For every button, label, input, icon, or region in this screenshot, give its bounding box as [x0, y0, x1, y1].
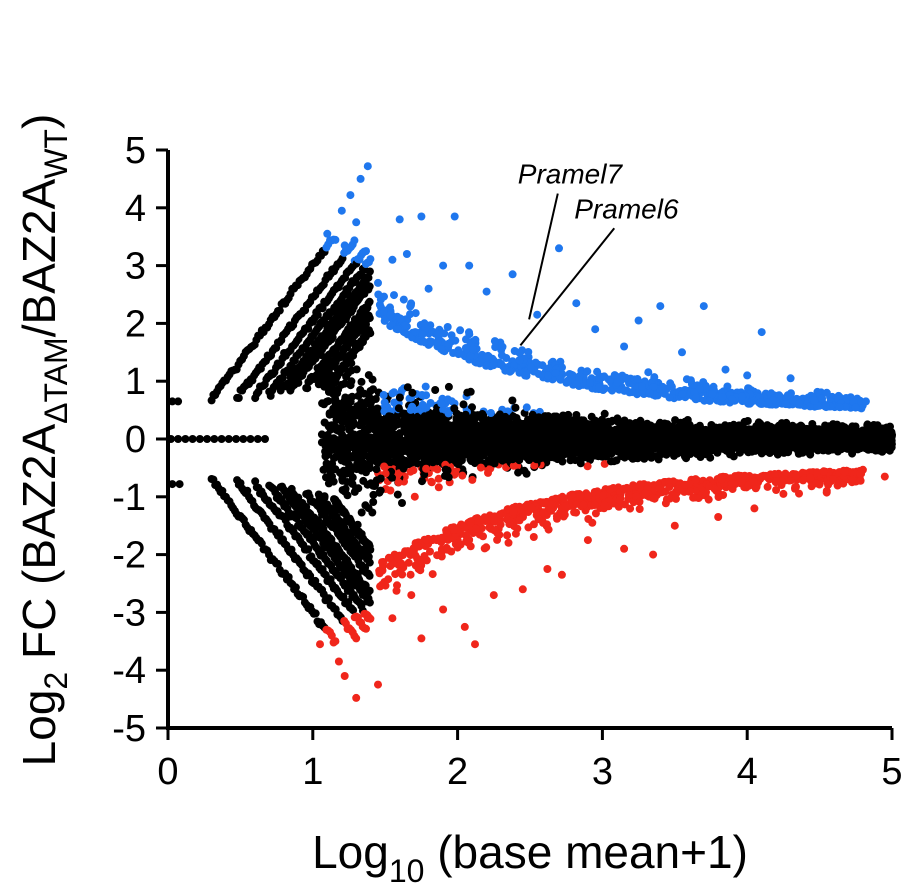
scatter-point — [217, 435, 226, 443]
scatter-point — [365, 598, 374, 607]
scatter-point — [364, 273, 373, 282]
data-points — [166, 162, 896, 702]
scatter-point — [168, 480, 177, 489]
scatter-point — [349, 606, 358, 615]
scatter-point — [366, 255, 375, 264]
scatter-point — [246, 435, 255, 443]
scatter-point — [324, 594, 333, 603]
scatter-point — [366, 329, 375, 338]
scatter-point — [168, 397, 177, 406]
scatter-point — [459, 400, 468, 409]
scatter-point — [600, 459, 609, 468]
scatter-point — [261, 435, 269, 443]
scatter-point — [357, 508, 366, 517]
scatter-point — [188, 435, 197, 443]
scatter-point — [338, 486, 347, 495]
scatter-point — [346, 453, 355, 462]
scatter-point — [291, 583, 300, 592]
scatter-point — [317, 351, 326, 360]
scatter-point — [304, 545, 313, 554]
scatter-point — [365, 267, 374, 276]
scatter-point — [239, 435, 248, 443]
scatter-point — [251, 477, 260, 486]
scatter-point — [203, 435, 212, 443]
scatter-point — [366, 545, 375, 554]
scatter-point — [303, 384, 312, 393]
scatter-point — [508, 396, 517, 405]
scatter-point — [339, 592, 348, 601]
scatter-point — [181, 435, 190, 443]
scatter-point — [174, 435, 183, 443]
scatter-point — [444, 473, 453, 482]
scatter-point — [352, 465, 361, 474]
scatter-point — [398, 499, 406, 507]
scatter-point — [365, 558, 374, 567]
scatter-point — [320, 382, 329, 391]
scatter-point — [450, 404, 459, 413]
scatter-point — [348, 392, 357, 401]
scatter-point — [434, 483, 443, 492]
scatter-point — [313, 311, 322, 319]
scatter-point — [210, 435, 219, 443]
scatter-point — [348, 473, 357, 482]
scatter-point — [365, 571, 374, 580]
scatter-point — [232, 435, 241, 443]
scatter-point — [243, 486, 252, 495]
scatter-point — [361, 501, 370, 510]
scatter-point — [357, 377, 366, 386]
scatter-point — [365, 297, 374, 306]
scatter-point — [431, 386, 440, 394]
scatter-point — [362, 247, 370, 256]
scatter-point — [362, 624, 370, 633]
scatter-point — [333, 517, 342, 526]
scatter-point — [311, 609, 320, 618]
scatter-point — [174, 397, 183, 406]
scatter-point — [224, 435, 233, 443]
scatter-point — [175, 480, 184, 489]
scatter-point — [393, 490, 402, 499]
scatter-point — [306, 571, 315, 580]
scatter-point — [331, 637, 340, 646]
scatter-point — [350, 236, 359, 245]
scatter-point — [331, 235, 340, 244]
scatter-point — [314, 516, 323, 525]
scatter-point — [444, 382, 453, 391]
scatter-point — [410, 492, 419, 501]
scatter-point — [340, 379, 349, 388]
scatter-point — [522, 403, 531, 412]
scatter-point — [320, 418, 329, 427]
scatter-point — [274, 559, 282, 568]
scatter-point — [583, 462, 592, 471]
scatter-point — [253, 435, 262, 443]
scatter-point — [275, 306, 284, 315]
scatter-point — [365, 586, 374, 595]
scatter-point — [365, 314, 374, 323]
scatter-point — [234, 394, 243, 402]
scatter-point — [421, 382, 430, 391]
scatter-point — [333, 372, 341, 381]
scatter-point — [427, 478, 436, 487]
scatter-point — [275, 529, 284, 538]
scatter-point — [195, 435, 204, 443]
scatter-point — [559, 411, 568, 420]
scatter-point — [365, 282, 374, 291]
